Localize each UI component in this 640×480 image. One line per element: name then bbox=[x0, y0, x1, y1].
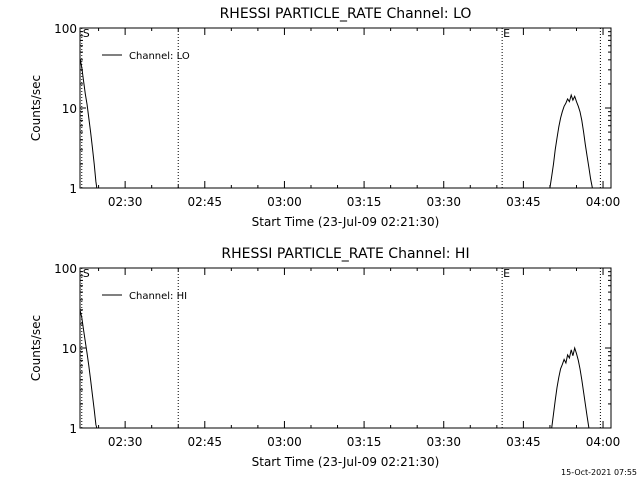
y-tick-label: 10 bbox=[62, 102, 77, 116]
legend-entry: Channel: HI bbox=[129, 291, 187, 302]
x-tick-label: 03:15 bbox=[347, 435, 382, 449]
y-tick-label: 100 bbox=[54, 22, 77, 36]
x-tick-label: 02:30 bbox=[108, 195, 143, 209]
x-tick-label: 03:30 bbox=[426, 195, 461, 209]
x-tick-label: 02:45 bbox=[187, 435, 222, 449]
marker-label: S bbox=[83, 267, 90, 280]
y-tick-label: 1 bbox=[69, 182, 77, 196]
x-axis-label: Start Time (23-Jul-09 02:21:30) bbox=[252, 215, 440, 229]
y-tick-label: 10 bbox=[62, 342, 77, 356]
x-tick-label: 02:30 bbox=[108, 435, 143, 449]
x-tick-label: 03:00 bbox=[267, 195, 302, 209]
y-axis-label: Counts/sec bbox=[29, 75, 43, 141]
marker-label: E bbox=[503, 27, 510, 40]
x-tick-label: 02:45 bbox=[187, 195, 222, 209]
marker-label: E bbox=[503, 267, 510, 280]
x-axis-label: Start Time (23-Jul-09 02:21:30) bbox=[252, 455, 440, 469]
series-line bbox=[79, 309, 98, 429]
chart-panels: RHESSI PARTICLE_RATE Channel: LO 1 10 100 Co… bbox=[29, 6, 620, 469]
series-line bbox=[551, 346, 590, 429]
marker-label: S bbox=[83, 27, 90, 40]
x-tick-label: 03:30 bbox=[426, 435, 461, 449]
chart-panel: RHESSI PARTICLE_RATE Channel: HI 1 10 100 Co… bbox=[29, 246, 620, 469]
x-tick-label: 04:00 bbox=[586, 195, 621, 209]
series-line bbox=[79, 58, 98, 189]
x-tick-label: 03:45 bbox=[506, 435, 541, 449]
y-tick-label: 1 bbox=[69, 422, 77, 436]
x-tick-label: 03:45 bbox=[506, 195, 541, 209]
y-axis-label: Counts/sec bbox=[29, 315, 43, 381]
x-tick-label: 03:00 bbox=[267, 435, 302, 449]
footer-timestamp: 15-Oct-2021 07:55 bbox=[561, 468, 637, 477]
series-line bbox=[549, 93, 593, 189]
y-tick-label: 100 bbox=[54, 262, 77, 276]
x-tick-label: 04:00 bbox=[586, 435, 621, 449]
chart-title: RHESSI PARTICLE_RATE Channel: LO bbox=[220, 6, 472, 22]
legend-entry: Channel: LO bbox=[129, 51, 190, 62]
chart-panel: RHESSI PARTICLE_RATE Channel: LO 1 10 100 Co… bbox=[29, 6, 620, 229]
chart-title: RHESSI PARTICLE_RATE Channel: HI bbox=[221, 246, 469, 262]
x-tick-label: 03:15 bbox=[347, 195, 382, 209]
